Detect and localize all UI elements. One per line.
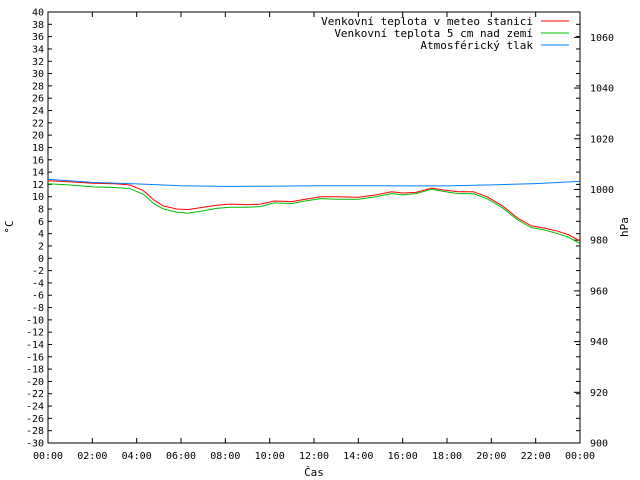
x-tick-label: 00:00 — [33, 451, 63, 462]
x-tick-label: 12:00 — [299, 451, 329, 462]
x-tick-label: 22:00 — [521, 451, 551, 462]
y-right-axis-title: hPa — [618, 217, 631, 237]
y-left-tick-label: 24 — [32, 106, 44, 117]
y-left-tick-label: -8 — [32, 303, 44, 314]
x-tick-label: 04:00 — [122, 451, 152, 462]
legend: Venkovní teplota v meteo staniciVenkovní… — [321, 15, 569, 52]
left-axis: -30-28-26-24-22-20-18-16-14-12-10-8-6-4-… — [26, 8, 580, 450]
y-left-tick-label: 28 — [32, 81, 44, 92]
x-tick-label: 20:00 — [476, 451, 506, 462]
y-left-tick-label: 2 — [38, 241, 44, 252]
y-left-tick-label: -2 — [32, 266, 44, 277]
x-tick-label: 02:00 — [77, 451, 107, 462]
y-left-tick-label: -20 — [26, 377, 44, 388]
x-axis-title: Čas — [304, 466, 324, 479]
y-right-tick-label: 1000 — [590, 185, 614, 196]
y-left-tick-label: 18 — [32, 143, 44, 154]
y-right-tick-label: 940 — [590, 337, 608, 348]
y-right-tick-label: 920 — [590, 388, 608, 399]
x-tick-label: 16:00 — [388, 451, 418, 462]
x-tick-label: 08:00 — [210, 451, 240, 462]
y-left-tick-label: -24 — [26, 402, 44, 413]
y-left-tick-label: 38 — [32, 20, 44, 31]
y-right-tick-label: 1020 — [590, 134, 614, 145]
x-tick-label: 06:00 — [166, 451, 196, 462]
y-left-tick-label: 32 — [32, 57, 44, 68]
y-left-tick-label: 26 — [32, 94, 44, 105]
legend-label-1: Venkovní teplota v meteo stanici — [321, 15, 533, 28]
y-left-tick-label: 12 — [32, 180, 44, 191]
series-line-1 — [47, 180, 581, 242]
legend-label-2: Venkovní teplota 5 cm nad zemí — [334, 27, 533, 40]
y-left-axis-title: °C — [3, 220, 16, 233]
y-left-tick-label: 4 — [38, 229, 44, 240]
y-left-tick-label: 22 — [32, 118, 44, 129]
y-left-tick-label: -28 — [26, 426, 44, 437]
x-tick-label: 00:00 — [565, 451, 595, 462]
y-left-tick-label: -12 — [26, 328, 44, 339]
y-left-tick-label: -16 — [26, 352, 44, 363]
y-left-tick-label: -4 — [32, 278, 44, 289]
y-left-tick-label: -14 — [26, 340, 44, 351]
y-left-tick-label: 16 — [32, 155, 44, 166]
x-tick-label: 18:00 — [432, 451, 462, 462]
y-right-tick-label: 960 — [590, 286, 608, 297]
series-layer — [47, 178, 581, 244]
y-right-tick-label: 1060 — [590, 33, 614, 44]
y-left-tick-label: -26 — [26, 414, 44, 425]
y-left-tick-label: 40 — [32, 8, 44, 19]
y-right-tick-label: 1040 — [590, 84, 614, 95]
legend-label-3: Atmosférický tlak — [420, 39, 533, 52]
right-axis: 900 920 940 960 980 1000 1020 1040 1060 — [574, 33, 614, 450]
y-left-tick-label: 30 — [32, 69, 44, 80]
y-right-tick-label: 980 — [590, 236, 608, 247]
y-right-tick-label: 900 — [590, 439, 608, 450]
y-left-tick-label: 36 — [32, 32, 44, 43]
x-axis: 00:00 02:00 04:00 06:00 08:00 10:00 12:00 14:00… — [33, 12, 595, 462]
series-line-3 — [47, 178, 581, 187]
y-left-tick-label: 8 — [38, 205, 44, 216]
y-left-tick-label: 10 — [32, 192, 44, 203]
y-left-tick-label: -30 — [26, 439, 44, 450]
x-tick-label: 14:00 — [343, 451, 373, 462]
y-left-tick-label: -6 — [32, 291, 44, 302]
y-left-tick-label: 34 — [32, 44, 44, 55]
y-left-tick-label: 14 — [32, 168, 44, 179]
y-left-tick-label: -10 — [26, 315, 44, 326]
y-left-tick-label: 20 — [32, 131, 44, 142]
x-tick-label: 10:00 — [255, 451, 285, 462]
y-left-tick-label: -22 — [26, 389, 44, 400]
y-left-tick-label: 6 — [38, 217, 44, 228]
y-left-tick-label: 0 — [38, 254, 44, 265]
series-line-2 — [47, 183, 581, 244]
y-left-tick-label: -18 — [26, 365, 44, 376]
plot-frame — [47, 11, 581, 444]
